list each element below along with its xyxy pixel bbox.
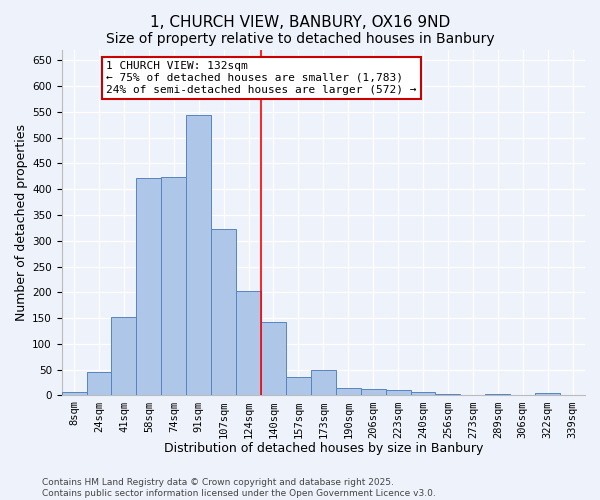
Text: Contains HM Land Registry data © Crown copyright and database right 2025.
Contai: Contains HM Land Registry data © Crown c… bbox=[42, 478, 436, 498]
Bar bbox=[386, 390, 410, 396]
Bar bbox=[236, 291, 261, 396]
Bar bbox=[136, 178, 161, 396]
Bar bbox=[112, 316, 136, 396]
Bar bbox=[361, 389, 386, 396]
Bar bbox=[186, 116, 211, 396]
Bar bbox=[86, 372, 112, 396]
X-axis label: Distribution of detached houses by size in Banbury: Distribution of detached houses by size … bbox=[164, 442, 483, 455]
Bar bbox=[410, 392, 436, 396]
Bar bbox=[62, 392, 86, 396]
Bar bbox=[161, 177, 186, 396]
Bar bbox=[535, 393, 560, 396]
Bar bbox=[485, 394, 510, 396]
Text: 1 CHURCH VIEW: 132sqm
← 75% of detached houses are smaller (1,783)
24% of semi-d: 1 CHURCH VIEW: 132sqm ← 75% of detached … bbox=[106, 62, 417, 94]
Bar bbox=[311, 370, 336, 396]
Text: Size of property relative to detached houses in Banbury: Size of property relative to detached ho… bbox=[106, 32, 494, 46]
Bar bbox=[211, 229, 236, 396]
Bar bbox=[261, 322, 286, 396]
Bar bbox=[436, 394, 460, 396]
Text: 1, CHURCH VIEW, BANBURY, OX16 9ND: 1, CHURCH VIEW, BANBURY, OX16 9ND bbox=[150, 15, 450, 30]
Bar bbox=[286, 378, 311, 396]
Y-axis label: Number of detached properties: Number of detached properties bbox=[15, 124, 28, 321]
Bar bbox=[336, 388, 361, 396]
